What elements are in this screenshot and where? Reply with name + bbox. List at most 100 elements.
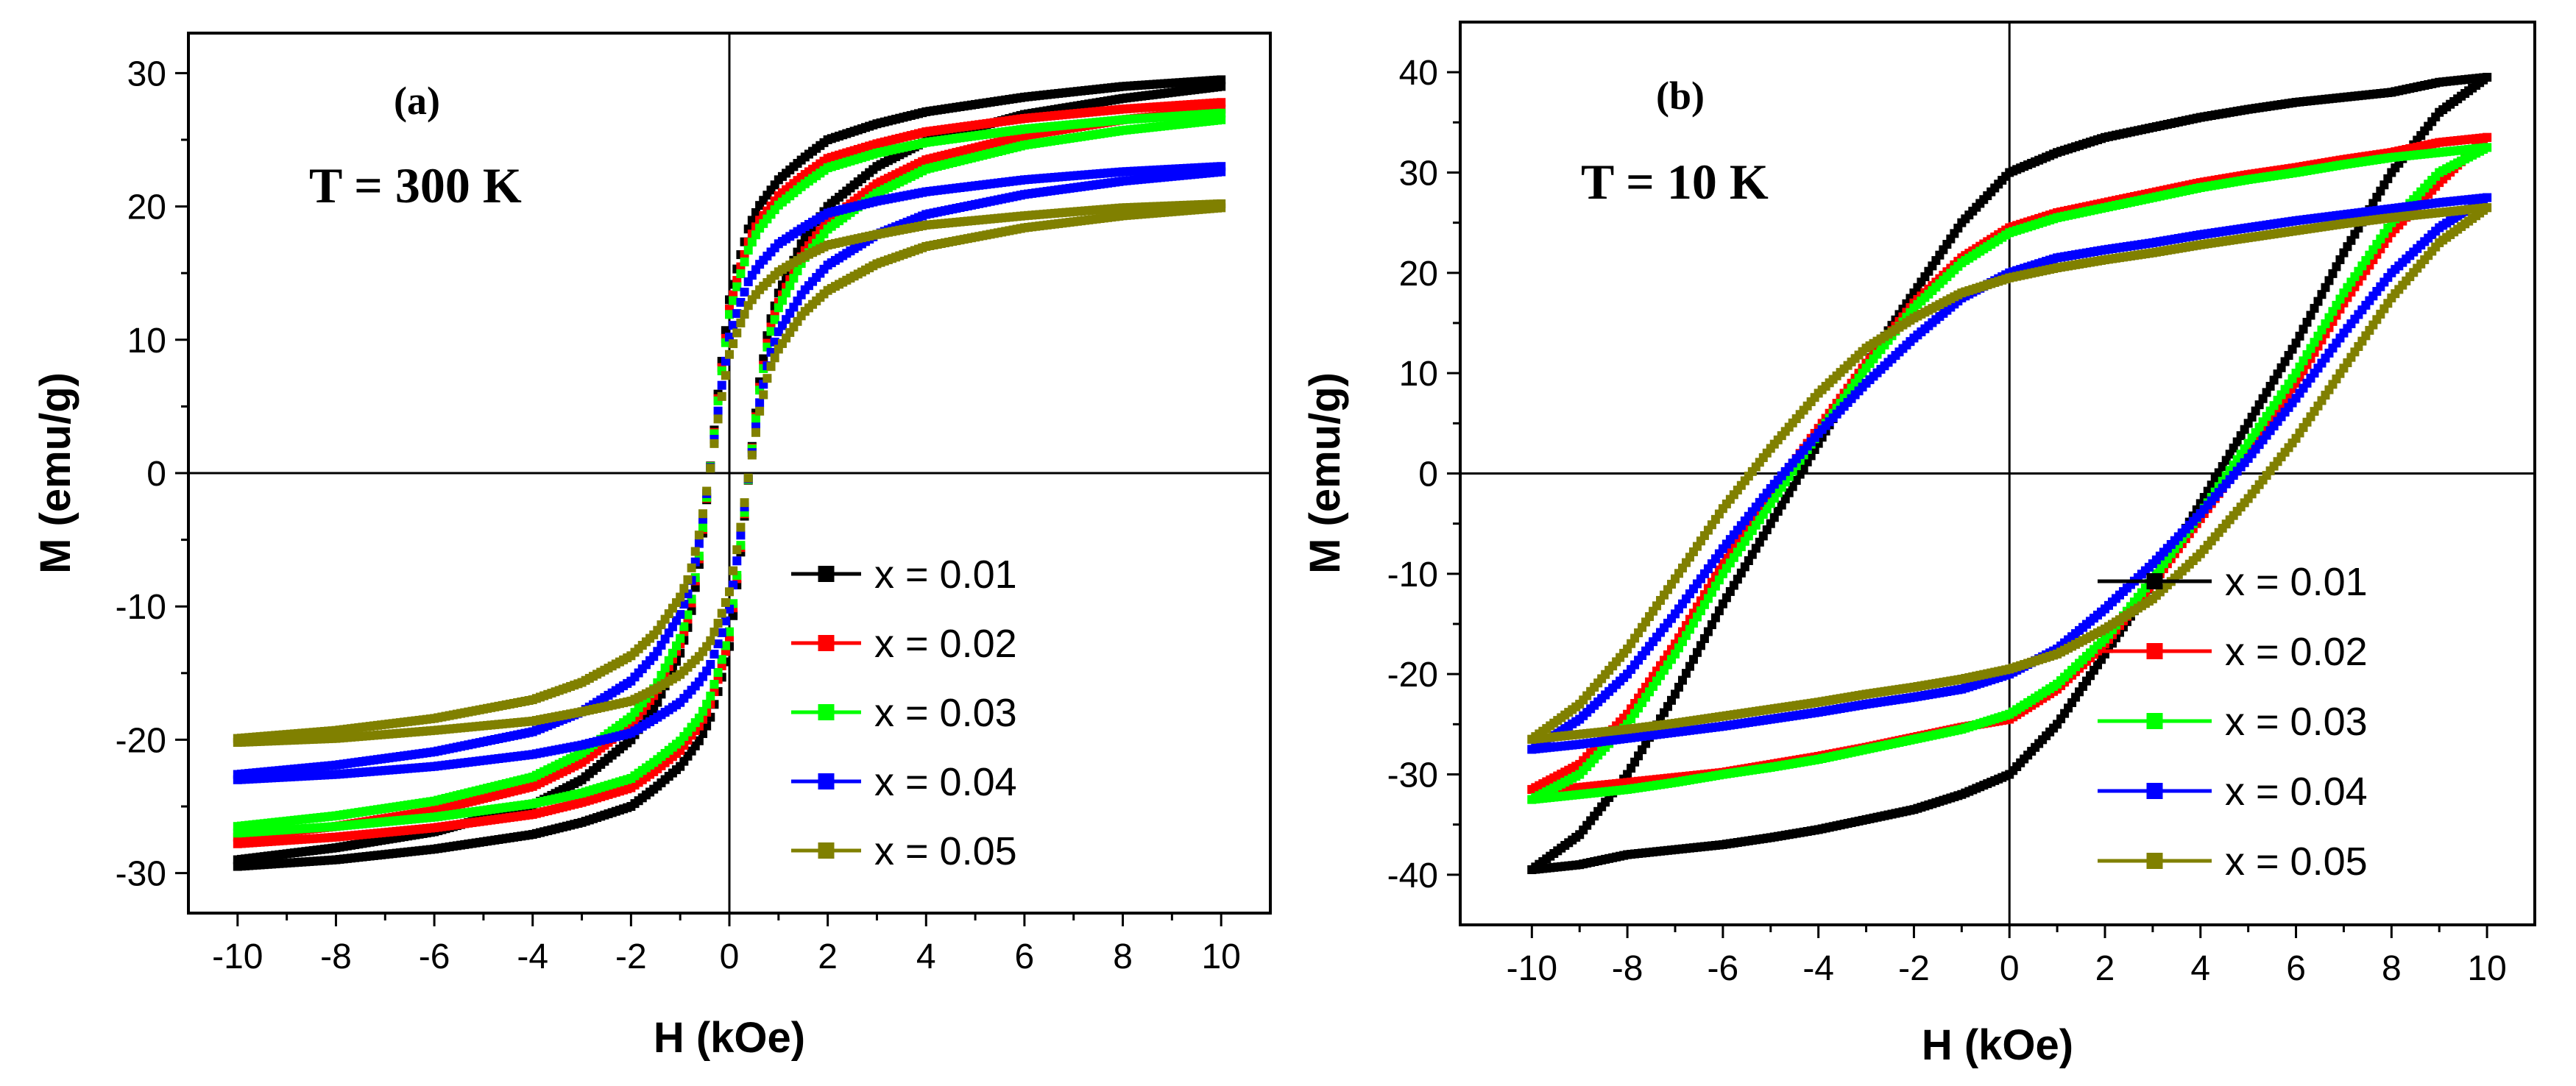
data-point-a-5-upper-126 <box>710 439 719 448</box>
data-point-a-1-lower-149 <box>796 239 806 249</box>
legend-label-a-5: x = 0.05 <box>874 829 1017 873</box>
y-tick-label-b-2: -20 <box>1387 656 1438 695</box>
data-point-a-3-lower-124 <box>702 700 712 709</box>
data-point-a-3-lower-147 <box>789 274 799 283</box>
data-point-a-1-upper-110 <box>649 704 659 714</box>
data-point-a-5-upper-123 <box>698 509 708 519</box>
data-point-b-4-lower-260 <box>2483 193 2492 202</box>
x-tick-label-b-9: 8 <box>2382 949 2402 988</box>
data-point-a-1-upper-260 <box>1217 75 1226 85</box>
x-tick-label-a-10: 10 <box>1201 937 1240 976</box>
y-tick-label-b-4: 0 <box>1418 455 1438 494</box>
data-point-a-5-lower-135 <box>743 473 753 483</box>
data-point-a-5-lower-141 <box>766 362 776 372</box>
temperature-annotation-a: T = 300 K <box>309 157 522 213</box>
data-point-a-3-upper-137 <box>751 230 760 240</box>
data-point-a-5-upper-130 <box>725 349 734 359</box>
x-tick-label-a-7: 4 <box>916 937 936 976</box>
x-tick-label-b-1: -8 <box>1612 949 1643 988</box>
data-point-a-2-lower-117 <box>676 745 685 755</box>
legend-label-a-4: x = 0.04 <box>874 760 1017 804</box>
data-point-a-5-lower-138 <box>755 406 765 416</box>
panel-b: -10 -8 -6 -4 -2 0 2 4 6 8 10-40-30-20-10010203040 … <box>1301 21 2536 1069</box>
legend-marker-a-1 <box>818 566 835 582</box>
data-point-a-4-upper-132 <box>732 309 742 319</box>
data-point-a-4-upper-127 <box>713 406 723 416</box>
x-tick-label-a-6: 2 <box>818 937 838 976</box>
data-point-a-2-upper-260 <box>1217 98 1226 107</box>
data-point-a-5-lower-132 <box>732 545 742 555</box>
data-point-a-3-upper-112 <box>657 670 666 680</box>
y-tick-label-a-4: 10 <box>127 322 166 361</box>
data-point-a-4-upper-117 <box>676 610 685 620</box>
data-point-a-3-lower-130 <box>725 627 734 636</box>
data-point-a-5-lower-126 <box>710 627 719 636</box>
x-tick-label-a-5: 0 <box>720 937 740 976</box>
x-tick-label-a-2: -6 <box>419 937 450 976</box>
y-tick-label-a-6: 30 <box>127 54 166 93</box>
data-point-a-4-upper-129 <box>721 356 730 366</box>
data-point-a-3-lower-260 <box>1217 115 1226 124</box>
data-point-a-4-lower-129 <box>721 616 730 625</box>
x-tick-label-a-1: -8 <box>320 937 352 976</box>
data-point-a-1-upper-141 <box>766 185 776 195</box>
data-point-a-5-lower-130 <box>725 587 734 597</box>
data-point-a-5-lower-260 <box>1217 203 1226 213</box>
data-point-a-3-lower-143 <box>774 303 783 313</box>
data-point-a-5-lower-140 <box>762 374 772 383</box>
data-point-a-3-lower-145 <box>782 288 791 298</box>
legend-label-a-1: x = 0.01 <box>874 553 1017 597</box>
data-point-a-3-lower-137 <box>751 414 760 423</box>
series-a-3 <box>233 108 1226 838</box>
data-point-b-1-lower-260 <box>2483 72 2492 82</box>
data-point-a-5-upper-131 <box>729 339 738 349</box>
data-point-a-5-lower-133 <box>736 522 746 532</box>
data-point-a-5-lower-127 <box>713 619 723 628</box>
data-point-a-3-upper-114 <box>664 656 673 665</box>
x-tick-label-a-3: -4 <box>517 937 548 976</box>
y-tick-label-b-6: 20 <box>1399 255 1438 294</box>
panel-label-a: (a) <box>394 79 440 123</box>
data-point-a-3-lower-141 <box>766 327 776 336</box>
y-tick-label-a-3: 0 <box>146 455 166 494</box>
data-point-a-5-upper-119 <box>683 575 693 584</box>
data-point-a-3-lower-122 <box>694 713 704 723</box>
data-point-a-3-upper-134 <box>740 257 749 266</box>
x-tick-label-a-9: 8 <box>1113 937 1133 976</box>
data-point-a-5-upper-134 <box>740 310 749 319</box>
data-point-a-5-upper-128 <box>717 391 726 401</box>
data-point-a-5-lower-139 <box>759 390 768 400</box>
data-point-a-3-upper-117 <box>676 634 685 643</box>
data-point-a-5-lower-125 <box>706 636 715 645</box>
data-point-a-5-upper-117 <box>676 592 685 602</box>
y-tick-label-b-5: 10 <box>1399 355 1438 394</box>
data-point-a-3-upper-133 <box>736 269 746 279</box>
legend-marker-a-3 <box>818 704 835 720</box>
y-tick-label-b-3: -10 <box>1387 556 1438 595</box>
x-tick-label-a-8: 6 <box>1015 937 1035 976</box>
x-tick-label-b-3: -4 <box>1802 949 1834 988</box>
legend-marker-a-4 <box>818 773 835 789</box>
data-point-a-1-lower-260 <box>1217 82 1226 91</box>
data-point-a-5-lower-136 <box>747 450 757 460</box>
y-tick-label-a-1: -20 <box>116 721 166 760</box>
data-point-a-5-upper-122 <box>694 530 704 540</box>
legend-marker-a-2 <box>818 635 835 651</box>
y-tick-label-b-0: -40 <box>1387 856 1438 895</box>
data-point-a-3-upper-260 <box>1217 108 1226 118</box>
data-point-a-5-upper-132 <box>732 328 742 338</box>
data-point-a-3-lower-126 <box>710 680 719 689</box>
data-point-a-5-lower-128 <box>717 608 726 618</box>
data-point-a-3-lower-128 <box>717 655 726 664</box>
data-point-a-4-lower-138 <box>755 398 765 408</box>
y-axis-title-a: M (emu/g) <box>32 372 79 574</box>
data-point-a-4-lower-260 <box>1217 167 1226 177</box>
x-axis-title-a: H (kOe) <box>654 1014 805 1062</box>
x-tick-label-b-2: -6 <box>1708 949 1739 988</box>
series-group-a <box>233 75 1226 871</box>
data-point-a-3-upper-132 <box>732 282 742 291</box>
data-point-a-3-lower-144 <box>777 296 787 305</box>
data-point-a-3-upper-131 <box>729 296 738 305</box>
